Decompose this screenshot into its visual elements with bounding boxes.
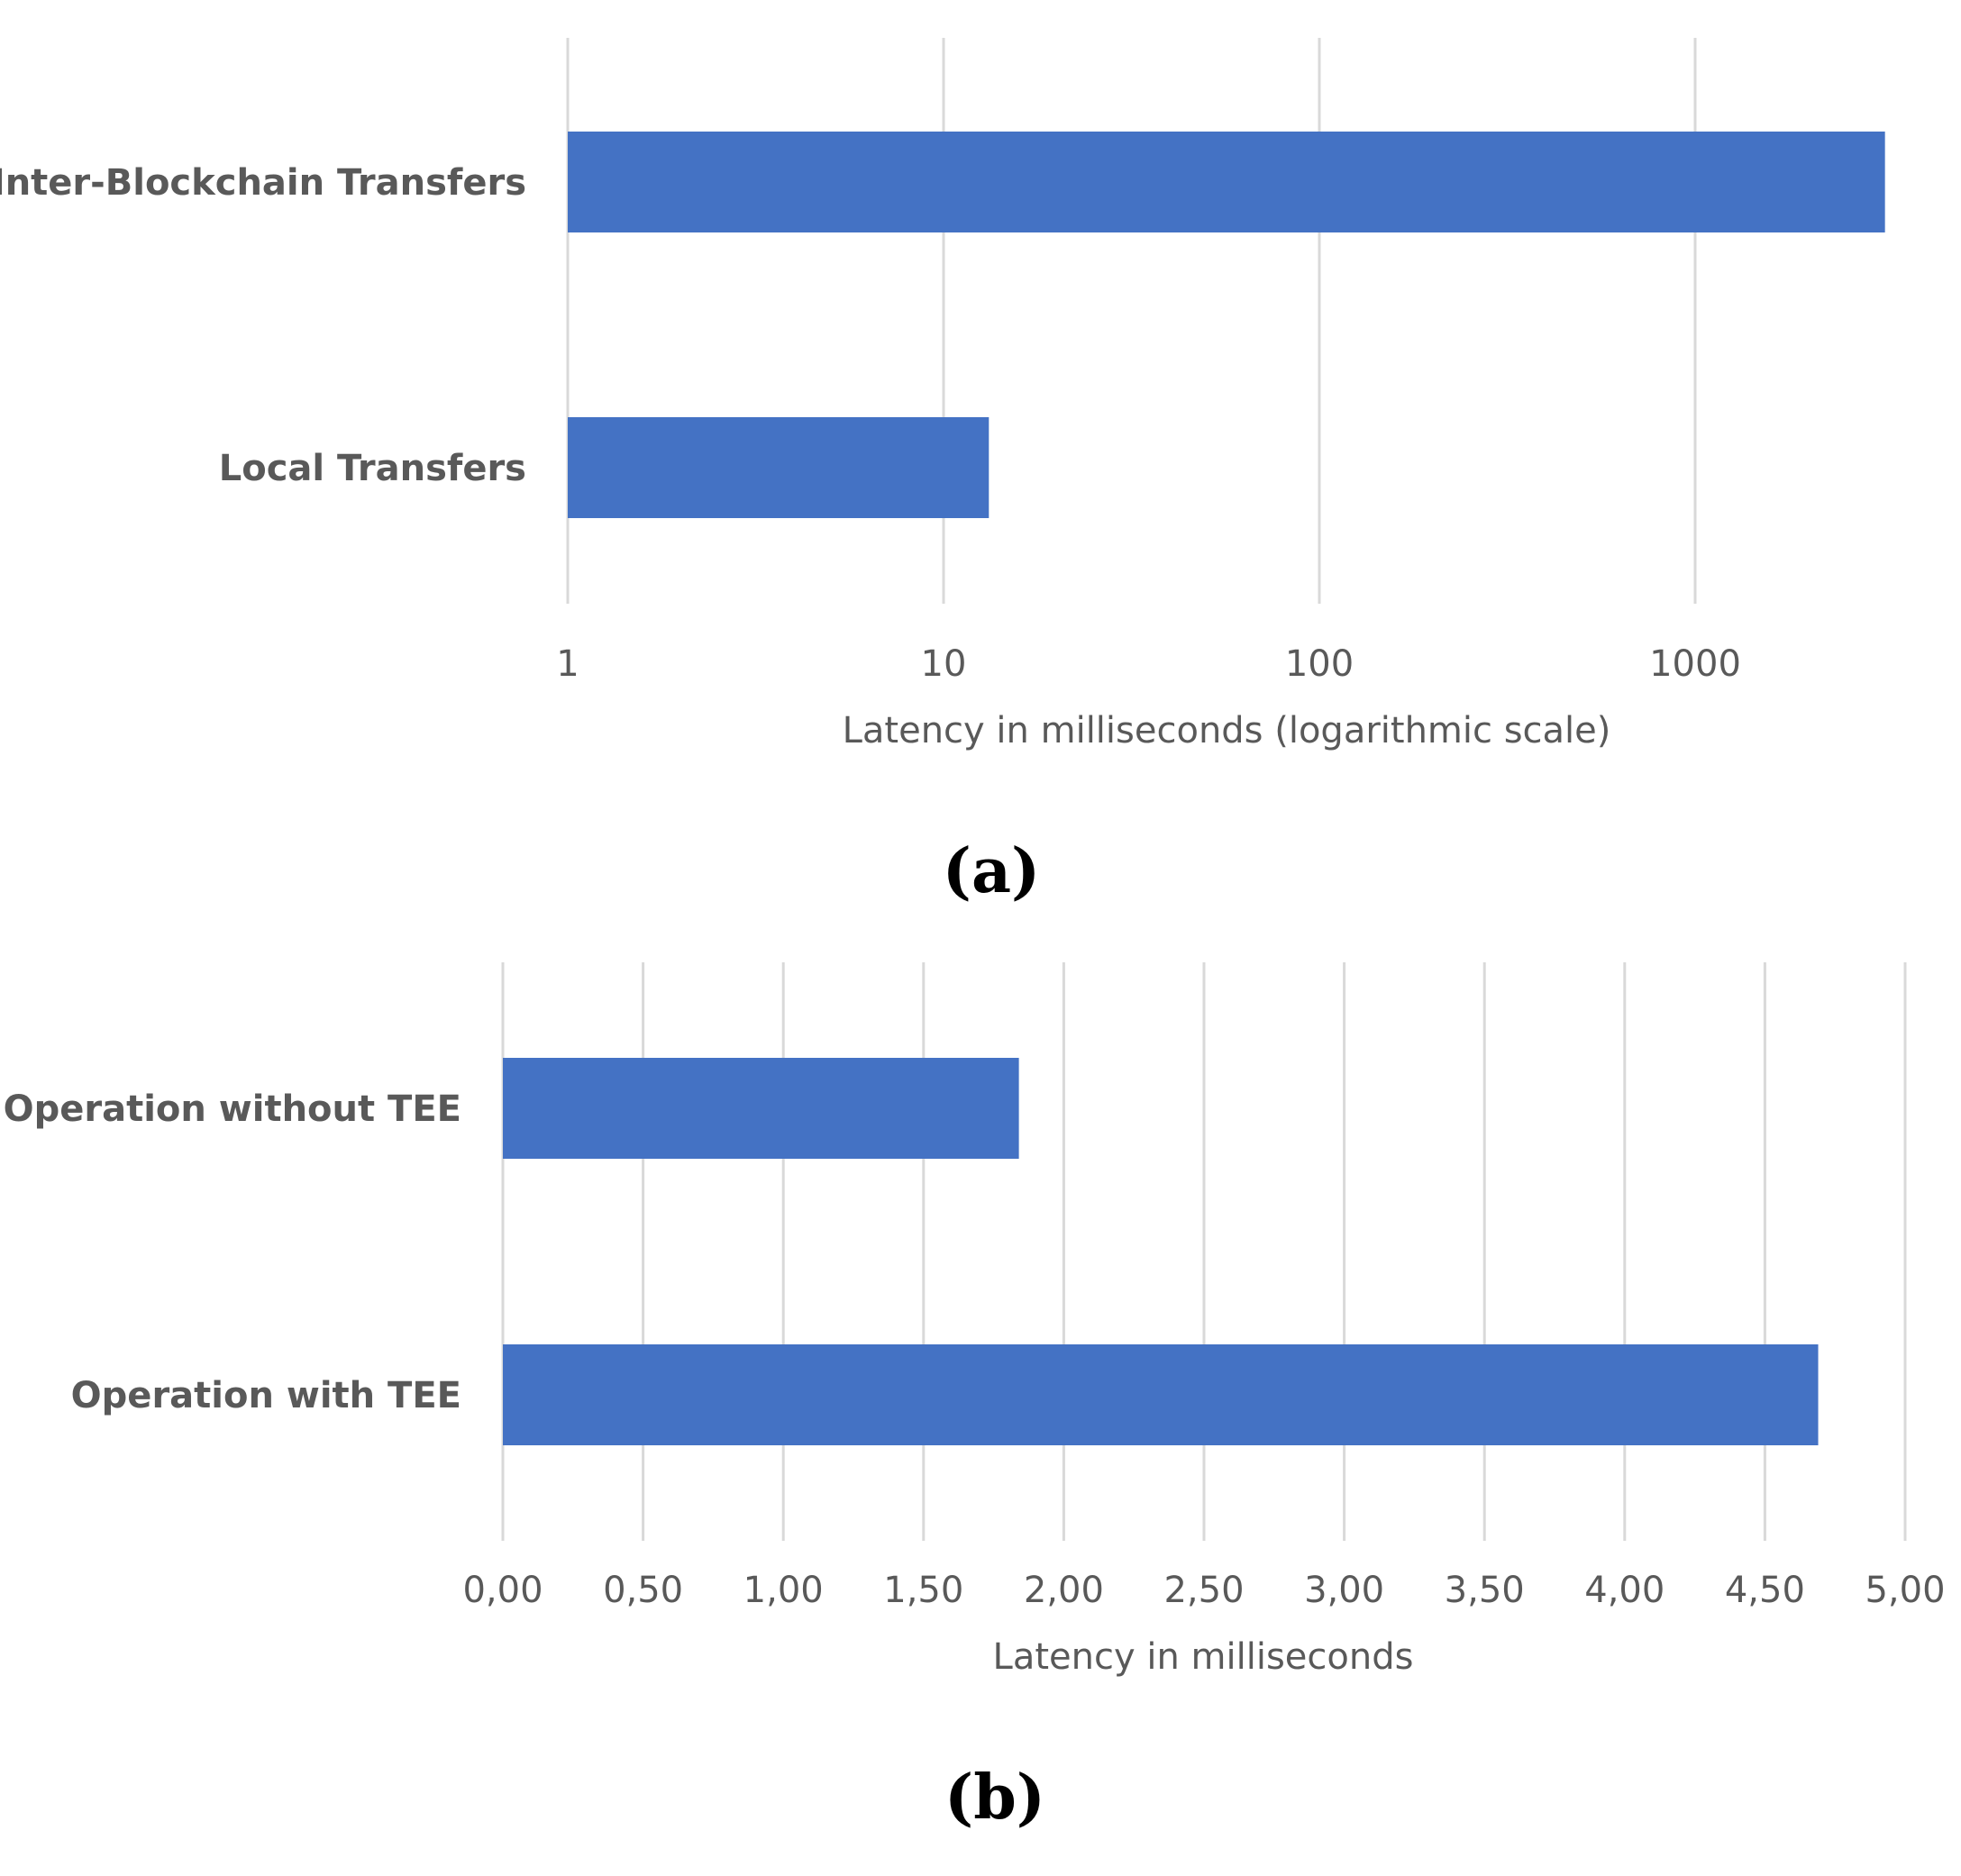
- bar: [503, 1344, 1819, 1445]
- x-tick-label: 2,50: [1163, 1570, 1244, 1611]
- chart-a-tick-labels: 1 10 100 1000: [556, 643, 1741, 685]
- chart-b-x-axis-title: Latency in milliseconds: [993, 1636, 1414, 1678]
- chart-a-latency-log: Inter-Blockchain Transfers Local Transfer…: [0, 38, 1885, 751]
- bar: [568, 417, 990, 518]
- chart-b-tick-labels: 0,00 0,50 1,00 1,50 2,00 2,50 3,00 3,50 4,00 4,50…: [462, 1570, 1945, 1611]
- x-tick-label: 3,50: [1445, 1570, 1525, 1611]
- panel-label-b: (b): [944, 1762, 1045, 1834]
- chart-a-category-labels: Inter-Blockchain Transfers Local Transfer…: [0, 162, 526, 489]
- x-tick-label: 4,50: [1725, 1570, 1805, 1611]
- x-tick-label: 3,00: [1304, 1570, 1384, 1611]
- category-label: Inter-Blockchain Transfers: [0, 162, 526, 204]
- x-tick-label: 1000: [1649, 643, 1741, 685]
- x-tick-label: 0,50: [603, 1570, 683, 1611]
- chart-a-bars: [568, 132, 1885, 518]
- x-tick-label: 1,50: [883, 1570, 963, 1611]
- x-tick-label: 10: [921, 643, 967, 685]
- category-label: Local Transfers: [219, 448, 526, 489]
- x-tick-label: 1: [556, 643, 579, 685]
- x-tick-label: 0,00: [462, 1570, 543, 1611]
- category-label: Operation with TEE: [71, 1375, 461, 1416]
- x-tick-label: 5,00: [1865, 1570, 1945, 1611]
- chart-b-category-labels: Operation without TEE Operation with TEE: [4, 1088, 461, 1416]
- bar: [568, 132, 1885, 232]
- x-tick-label: 4,00: [1584, 1570, 1665, 1611]
- chart-b-bars: [503, 1058, 1819, 1445]
- chart-a-x-axis-title: Latency in milliseconds (logarithmic sca…: [843, 710, 1611, 751]
- bar: [503, 1058, 1019, 1159]
- panel-label-a: (a): [943, 835, 1040, 907]
- chart-b-gridlines: [501, 962, 1907, 1541]
- chart-a-gridlines: [566, 38, 1697, 604]
- x-tick-label: 1,00: [743, 1570, 824, 1611]
- category-label: Operation without TEE: [4, 1088, 461, 1130]
- x-tick-label: 100: [1285, 643, 1354, 685]
- x-tick-label: 2,00: [1024, 1570, 1104, 1611]
